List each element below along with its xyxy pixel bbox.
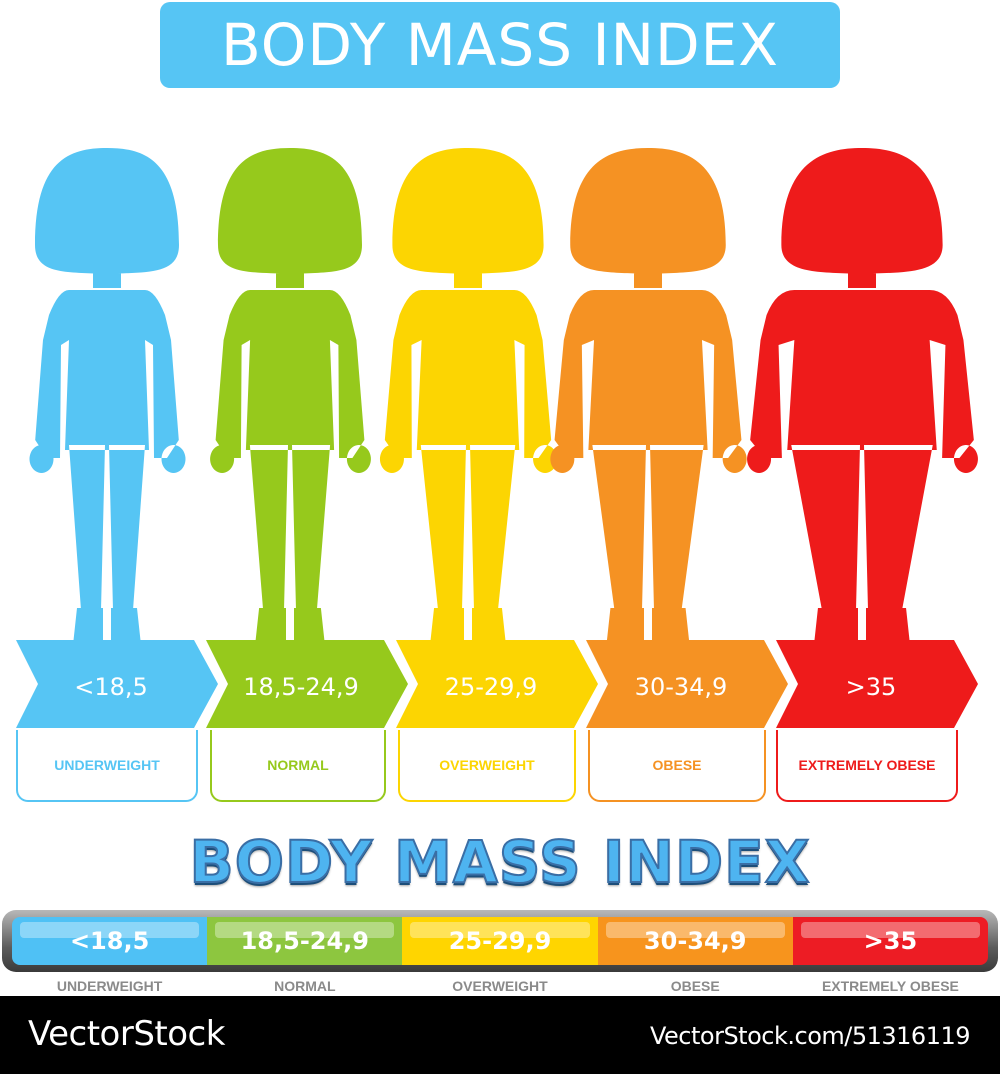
scale-segment-range: >35 bbox=[863, 927, 918, 955]
category-box-underweight: UNDERWEIGHT bbox=[16, 730, 198, 802]
scale-category-labels: UNDERWEIGHT NORMAL OVERWEIGHT OBESE EXTR… bbox=[12, 978, 988, 994]
scale-category-overweight: OVERWEIGHT bbox=[452, 978, 548, 994]
category-label: OBESE bbox=[652, 757, 702, 773]
range-ribbon-extremely-obese bbox=[776, 640, 978, 728]
silhouette-row bbox=[0, 140, 1000, 650]
girl-silhouette-icon-underweight bbox=[29, 148, 186, 645]
category-box-normal: NORMAL bbox=[210, 730, 386, 802]
scale-segment-normal: 18,5-24,9 bbox=[207, 917, 403, 965]
girl-silhouette-icon-extremely-obese bbox=[747, 148, 978, 645]
range-ribbon-underweight bbox=[16, 640, 218, 728]
footer-bar: VectorStock VectorStock.com/51316119 bbox=[0, 996, 1000, 1074]
range-ribbon-overweight bbox=[396, 640, 598, 728]
category-label: OVERWEIGHT bbox=[439, 757, 535, 773]
range-ribbons bbox=[0, 640, 1000, 740]
girl-silhouette-icon-overweight bbox=[379, 148, 558, 645]
scale-category-obese: OBESE bbox=[670, 978, 720, 994]
category-label: EXTREMELY OBESE bbox=[798, 757, 936, 773]
scale-segment-range: 25-29,9 bbox=[448, 927, 552, 955]
image-id: VectorStock.com/51316119 bbox=[649, 1022, 971, 1050]
bmi-scale-bar: <18,5 18,5-24,9 25-29,9 30-34,9 >35 bbox=[2, 910, 998, 972]
scale-segment-obese: 30-34,9 bbox=[597, 917, 793, 965]
range-label-obese: 30-34,9 bbox=[634, 673, 728, 701]
range-ribbon-normal bbox=[206, 640, 408, 728]
scale-segment-range: <18,5 bbox=[69, 927, 150, 955]
scale-segment-overweight: 25-29,9 bbox=[402, 917, 598, 965]
scale-segment-range: 18,5-24,9 bbox=[240, 927, 369, 955]
girl-silhouette-icon-obese bbox=[550, 148, 747, 645]
scale-category-underweight: UNDERWEIGHT bbox=[56, 978, 163, 994]
scale-category-extremely-obese: EXTREMELY OBESE bbox=[821, 978, 959, 994]
scale-title: BODY MASS INDEX bbox=[189, 827, 811, 897]
range-label-overweight: 25-29,9 bbox=[444, 673, 538, 701]
range-label-normal: 18,5-24,9 bbox=[243, 673, 359, 701]
category-label: NORMAL bbox=[267, 757, 329, 773]
range-label-extremely-obese: >35 bbox=[845, 673, 897, 701]
scale-segment-extremely-obese: >35 bbox=[792, 917, 988, 965]
category-box-obese: OBESE bbox=[588, 730, 766, 802]
scale-segment-range: 30-34,9 bbox=[643, 927, 747, 955]
range-label-underweight: <18,5 bbox=[74, 673, 148, 701]
category-box-extremely-obese: EXTREMELY OBESE bbox=[776, 730, 958, 802]
category-box-overweight: OVERWEIGHT bbox=[398, 730, 576, 802]
page-title: BODY MASS INDEX bbox=[220, 11, 780, 79]
range-ribbon-obese bbox=[586, 640, 788, 728]
scale-category-normal: NORMAL bbox=[274, 978, 336, 994]
girl-silhouette-icon-normal bbox=[210, 148, 371, 645]
category-label: UNDERWEIGHT bbox=[54, 757, 160, 773]
bmi-scale-segments: <18,5 18,5-24,9 25-29,9 30-34,9 >35 bbox=[12, 917, 988, 965]
silhouettes-svg bbox=[29, 148, 978, 645]
scale-segment-underweight: <18,5 bbox=[12, 917, 208, 965]
brand-logo: VectorStock bbox=[28, 1014, 225, 1054]
title-banner: BODY MASS INDEX bbox=[160, 2, 840, 88]
